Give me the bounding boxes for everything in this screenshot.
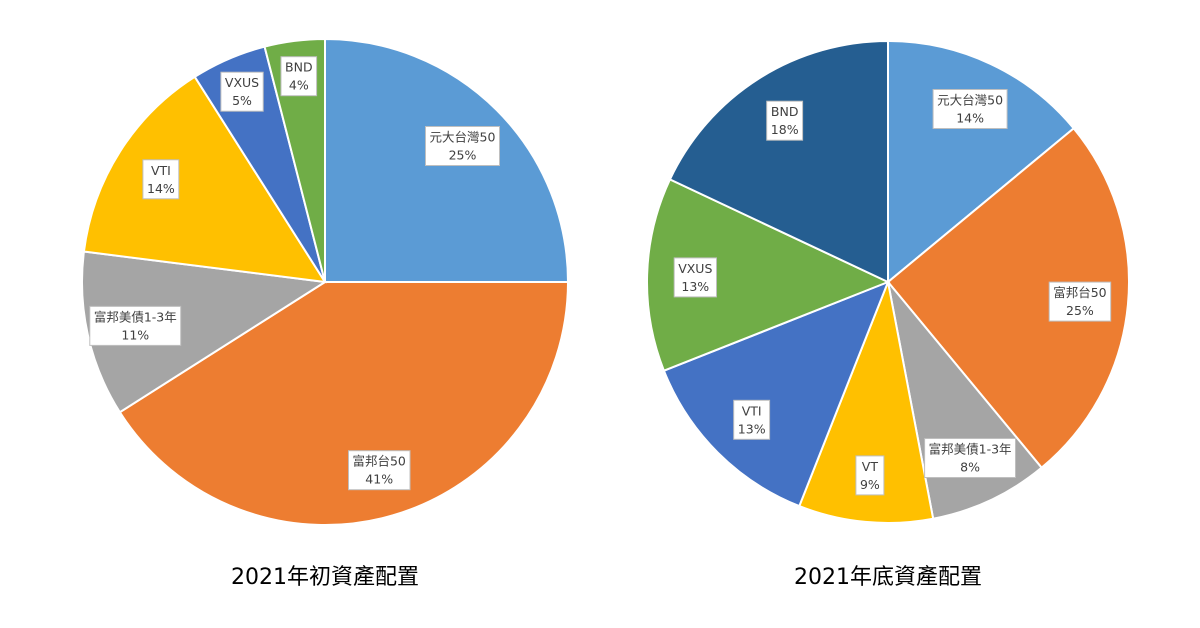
data-label-callout-box [673, 257, 718, 298]
data-label-vti: VTI 13% [733, 399, 771, 440]
data-label-元大台灣50: 元大台灣50 14% [932, 89, 1008, 129]
data-label-percent: 13% [681, 279, 709, 294]
pie-slice-富邦台50 [118, 281, 570, 526]
data-label-callout-box [1048, 281, 1112, 322]
pie-slice-富邦美債1-3年 [81, 250, 328, 414]
data-label-name: VXUS [225, 75, 259, 90]
data-label-vti: VTI 14% [142, 159, 180, 200]
pie-data-labels: 元大台灣50 25% 富邦台50 41% 富邦美債1-3年 11% VTI 14% VXUS 5%… [89, 56, 500, 491]
data-label-富邦美債1-3年: 富邦美債1-3年 8% [924, 438, 1016, 478]
data-label-percent: 14% [147, 181, 175, 196]
data-label-name: 元大台灣50 [937, 93, 1003, 108]
data-label-name: 元大台灣50 [430, 130, 496, 145]
pie-slices [81, 37, 570, 526]
data-label-callout-box [220, 71, 264, 112]
data-label-callout-box [142, 159, 180, 200]
pie-slice-vti [662, 280, 890, 508]
data-label-callout-box [924, 438, 1016, 478]
data-label-percent: 5% [232, 93, 252, 108]
data-label-name: BND [771, 104, 799, 119]
pie-chart-start-of-2021: 元大台灣50 25% 富邦台50 41% 富邦美債1-3年 11% VTI 14% VXUS 5%… [81, 37, 570, 590]
data-label-vt: VT 9% [855, 455, 885, 496]
data-label-percent: 13% [738, 421, 766, 436]
data-label-bnd: BND 18% [766, 100, 804, 141]
data-label-name: VTI [742, 403, 762, 418]
pie-slice-bnd [263, 37, 326, 283]
data-label-percent: 11% [121, 327, 149, 342]
data-label-callout-box [733, 399, 771, 440]
data-label-富邦台50: 富邦台50 41% [348, 450, 411, 491]
data-label-富邦台50: 富邦台50 25% [1048, 281, 1112, 322]
chart-title: 2021年初資產配置 [231, 565, 419, 590]
data-label-name: 富邦美債1-3年 [94, 309, 177, 324]
data-label-vxus: VXUS 5% [220, 71, 264, 112]
data-label-name: 富邦台50 [352, 454, 405, 469]
data-label-callout-box [89, 305, 182, 346]
chart-title: 2021年底資產配置 [794, 565, 982, 590]
data-label-percent: 14% [956, 111, 984, 126]
data-label-percent: 25% [449, 148, 477, 163]
pie-data-labels: 元大台灣5014%富邦台5025%富邦美債1-3年8%VT9%VTI13%VXU… [673, 89, 1112, 496]
data-label-callout-box [425, 126, 500, 166]
data-label-percent: 25% [1066, 303, 1094, 318]
data-label-name: VTI [151, 163, 171, 178]
data-label-percent: 9% [860, 477, 880, 492]
pie-slice-bnd [668, 39, 889, 284]
data-label-percent: 41% [365, 472, 393, 487]
data-label-callout-box [855, 455, 885, 496]
pie-slice-vxus [646, 178, 891, 373]
data-label-富邦美債1-3年: 富邦美債1-3年 11% [89, 305, 182, 346]
data-label-name: 富邦台50 [1053, 285, 1106, 300]
data-label-percent: 4% [289, 78, 309, 93]
data-label-元大台灣50: 元大台灣50 25% [425, 126, 500, 166]
data-label-callout-box [280, 56, 318, 97]
pie-chart-end-of-2021: 元大台灣5014%富邦台5025%富邦美債1-3年8%VT9%VTI13%VXU… [646, 39, 1130, 590]
data-label-name: 富邦美債1-3年 [929, 442, 1012, 457]
data-label-callout-box [348, 450, 411, 491]
data-label-bnd: BND 4% [280, 56, 318, 97]
data-label-name: VXUS [678, 261, 712, 276]
pie-slice-vti [82, 75, 327, 284]
data-label-percent: 8% [960, 460, 980, 475]
data-label-name: VT [862, 459, 879, 474]
data-label-callout-box [766, 100, 804, 141]
pie-slice-vt [797, 278, 935, 524]
data-label-percent: 18% [771, 122, 799, 137]
data-label-callout-box [932, 89, 1008, 129]
data-label-name: BND [285, 60, 313, 75]
pie-slice-富邦台50 [886, 126, 1130, 470]
data-label-vxus: VXUS 13% [673, 257, 718, 298]
